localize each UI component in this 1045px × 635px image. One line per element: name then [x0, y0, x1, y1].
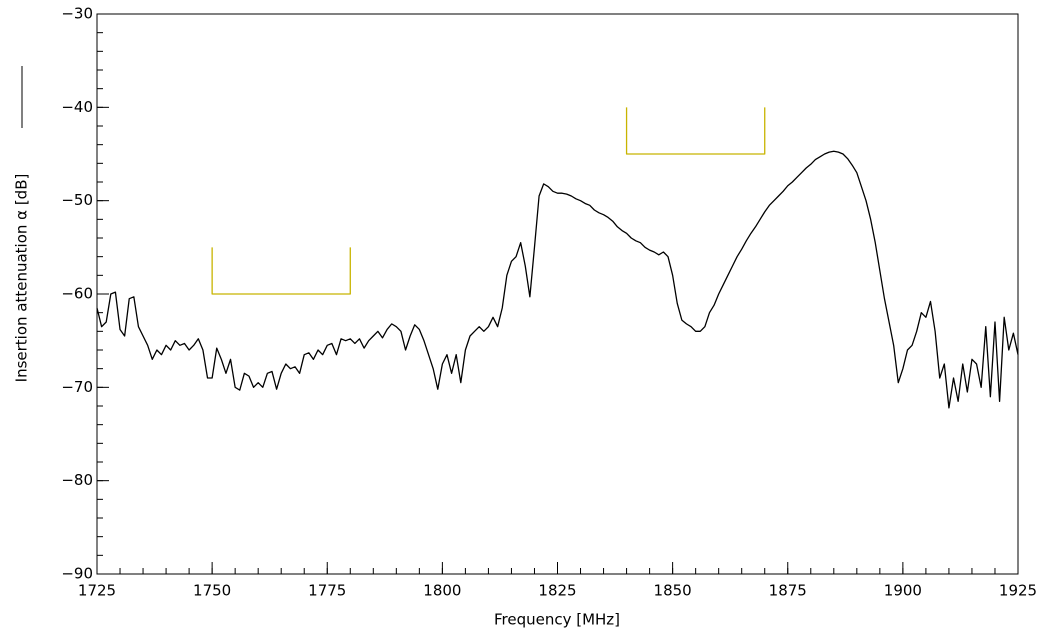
y-tick-label: −40	[61, 98, 93, 116]
x-tick-label: 1875	[769, 582, 807, 600]
x-tick-label: 1750	[193, 582, 231, 600]
x-tick-label: 1825	[538, 582, 576, 600]
y-axis-label: Insertion attenuation α [dB]	[13, 174, 31, 383]
y-tick-label: −80	[61, 471, 93, 489]
spec-mask	[211, 247, 351, 295]
y-tick-label: −60	[61, 285, 93, 303]
y-tick-label: −90	[61, 565, 93, 583]
y-tick-label: −70	[61, 378, 93, 396]
y-tick-label: −50	[61, 191, 93, 209]
x-tick-label: 1850	[654, 582, 692, 600]
spec-mask	[625, 107, 766, 155]
y-tick-label: −30	[61, 5, 93, 23]
line	[96, 150, 1019, 409]
x-tick-label: 1725	[78, 582, 116, 600]
x-axis-label: Frequency [MHz]	[494, 611, 620, 629]
x-tick-label: 1775	[308, 582, 346, 600]
x-tick-label: 1800	[423, 582, 461, 600]
x-tick-label: 1900	[884, 582, 922, 600]
x-tick-label: 1925	[999, 582, 1037, 600]
